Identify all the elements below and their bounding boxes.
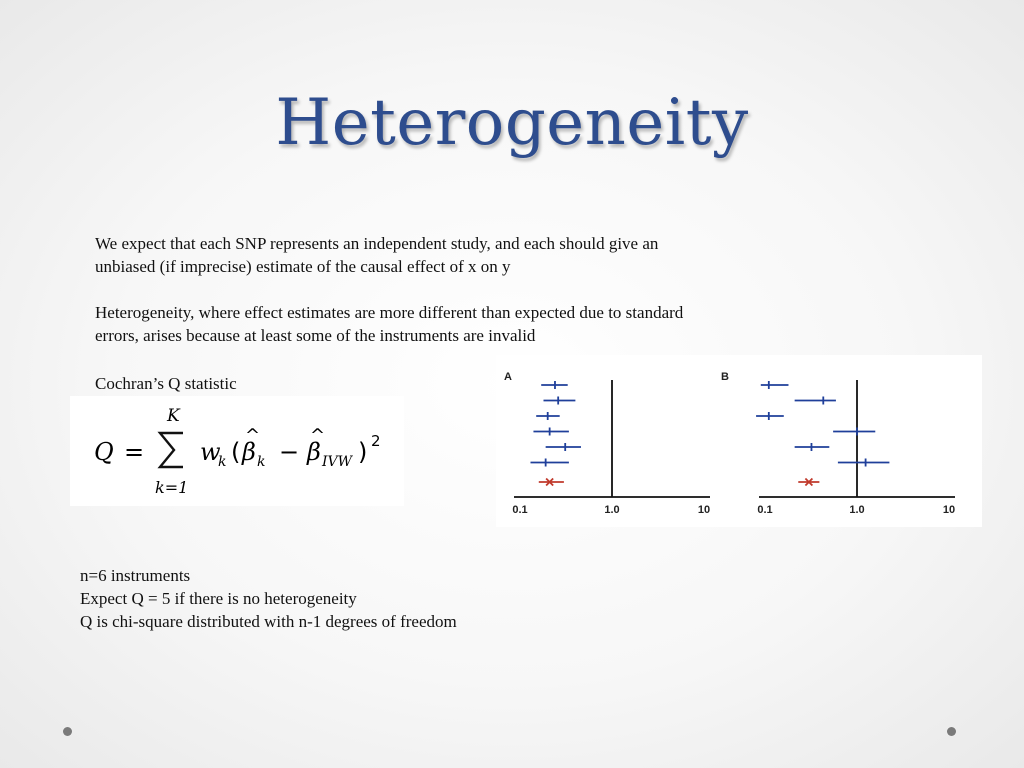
formula-minus: − [279,438,299,466]
beta-ivw-hat: ^ [310,425,325,446]
paragraph-line: We expect that each SNP represents an in… [95,234,659,253]
instrument-notes: n=6 instruments Expect Q = 5 if there is… [80,564,457,633]
slide-title: Heterogeneity [275,86,749,160]
formula-label: Cochran’s Q statistic [95,372,875,395]
tick-label: 0.1 [757,504,772,516]
invalid-instrument-marker [804,477,814,487]
paragraph-snp-independence: We expect that each SNP represents an in… [95,232,875,278]
tick-label: 10 [698,504,710,516]
forest-plot-figure: A 0.1 1.0 10 B 0.1 1.0 10 [496,355,982,527]
tick-label: 1.0 [604,504,619,516]
note-line: Expect Q = 5 if there is no heterogeneit… [80,589,357,608]
sum-lower-limit: k=1 [155,478,188,497]
panel-label: B [721,371,729,383]
formula-weight-subscript: k [218,454,226,470]
formula-svg: Q = K k=1 w k ( β ^ k − β ^ IVW ) 2 [94,406,381,497]
formula-q: Q [94,438,114,466]
tick-label: 10 [943,504,955,516]
beta-k: β [241,438,256,466]
beta-k-hat: ^ [245,425,260,446]
beta-ivw: β [306,438,321,466]
sum-upper-limit: K [166,406,181,426]
note-line: n=6 instruments [80,566,191,585]
formula-equals: = [124,438,144,466]
paragraph-line: unbiased (if imprecise) estimate of the … [95,257,511,276]
cochran-q-label: Cochran’s Q statistic [95,374,237,393]
paragraph-line: errors, arises because at least some of … [95,326,536,345]
paragraph-line: Heterogeneity, where effect estimates ar… [95,303,684,322]
corner-dot-right [947,727,956,736]
beta-k-subscript: k [257,454,265,470]
tick-label: 0.1 [512,504,527,516]
sum-sign [157,431,183,469]
formula-exponent: 2 [371,432,381,450]
close-paren: ) [358,438,367,466]
cochran-q-formula: Q = K k=1 w k ( β ^ k − β ^ IVW ) 2 [70,396,404,506]
forest-plots-svg: A 0.1 1.0 10 B 0.1 1.0 10 [504,371,955,516]
tick-label: 1.0 [849,504,864,516]
formula-weight: w [200,438,221,466]
note-line: Q is chi-square distributed with n-1 deg… [80,612,457,631]
beta-ivw-subscript: IVW [321,454,354,470]
panel-label: A [504,371,512,383]
open-paren: ( [231,438,240,466]
corner-dot-left [63,727,72,736]
paragraph-heterogeneity-definition: Heterogeneity, where effect estimates ar… [95,301,875,347]
invalid-instrument-marker [545,477,554,487]
